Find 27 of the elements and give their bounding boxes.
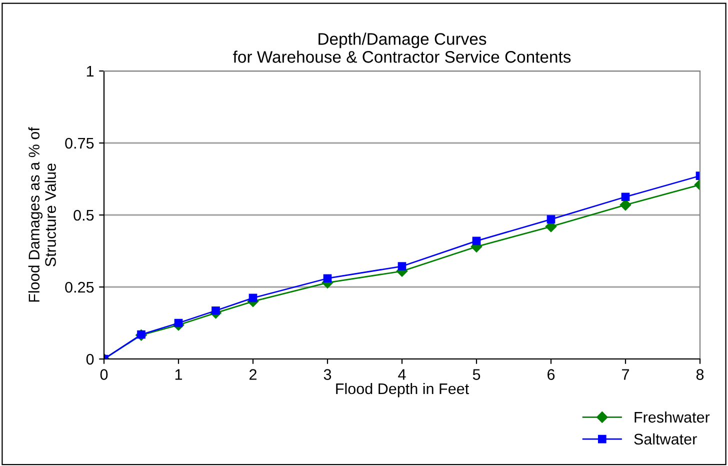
x-tick-label: 0 — [100, 369, 108, 380]
x-tick-label: 6 — [548, 369, 555, 380]
x-tick-label: 2 — [250, 369, 256, 380]
y-tick-label: 0 — [86, 354, 94, 365]
point — [248, 294, 258, 302]
point — [472, 236, 481, 246]
x-tick-label: 3 — [324, 369, 332, 380]
y-tick-label: 0.5 — [74, 210, 94, 221]
y-axis-title: Flood Damages as a % of Structure Value — [28, 127, 56, 302]
y-tick-label: 1 — [86, 66, 94, 77]
x-tick-label: 7 — [622, 369, 629, 380]
x-tick-label: 5 — [472, 369, 480, 380]
point — [621, 192, 630, 202]
point — [323, 274, 332, 283]
y-tick-label: 0.75 — [65, 138, 94, 149]
point — [212, 306, 220, 315]
point — [398, 262, 406, 270]
legend-label: Freshwater — [634, 411, 710, 423]
x-axis-title: Flood Depth in Feet — [336, 382, 469, 398]
chart-title: Depth/Damage Curves for Warehouse & Contractor Service Contents — [233, 32, 571, 63]
x-tick-label: 8 — [696, 369, 704, 380]
x-tick-label: 4 — [398, 369, 406, 380]
x-tick-label: 1 — [175, 369, 182, 380]
point — [174, 318, 183, 328]
legend-label: Saltwater — [634, 433, 697, 445]
point — [546, 215, 556, 224]
y-tick-label: 0.25 — [65, 282, 94, 293]
